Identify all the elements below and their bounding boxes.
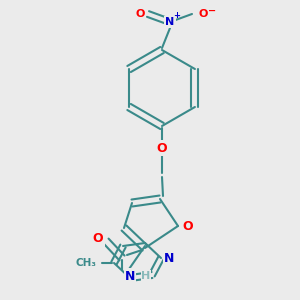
- Text: N: N: [164, 251, 174, 265]
- Text: N: N: [125, 269, 135, 283]
- Text: O: O: [93, 232, 103, 245]
- Text: H: H: [141, 271, 151, 281]
- Text: −: −: [208, 6, 216, 16]
- Text: O: O: [135, 9, 145, 19]
- Text: N: N: [165, 17, 175, 27]
- Text: O: O: [157, 142, 167, 154]
- Text: O: O: [198, 9, 208, 19]
- Text: +: +: [173, 11, 181, 20]
- Text: CH₃: CH₃: [76, 258, 97, 268]
- Text: O: O: [183, 220, 193, 232]
